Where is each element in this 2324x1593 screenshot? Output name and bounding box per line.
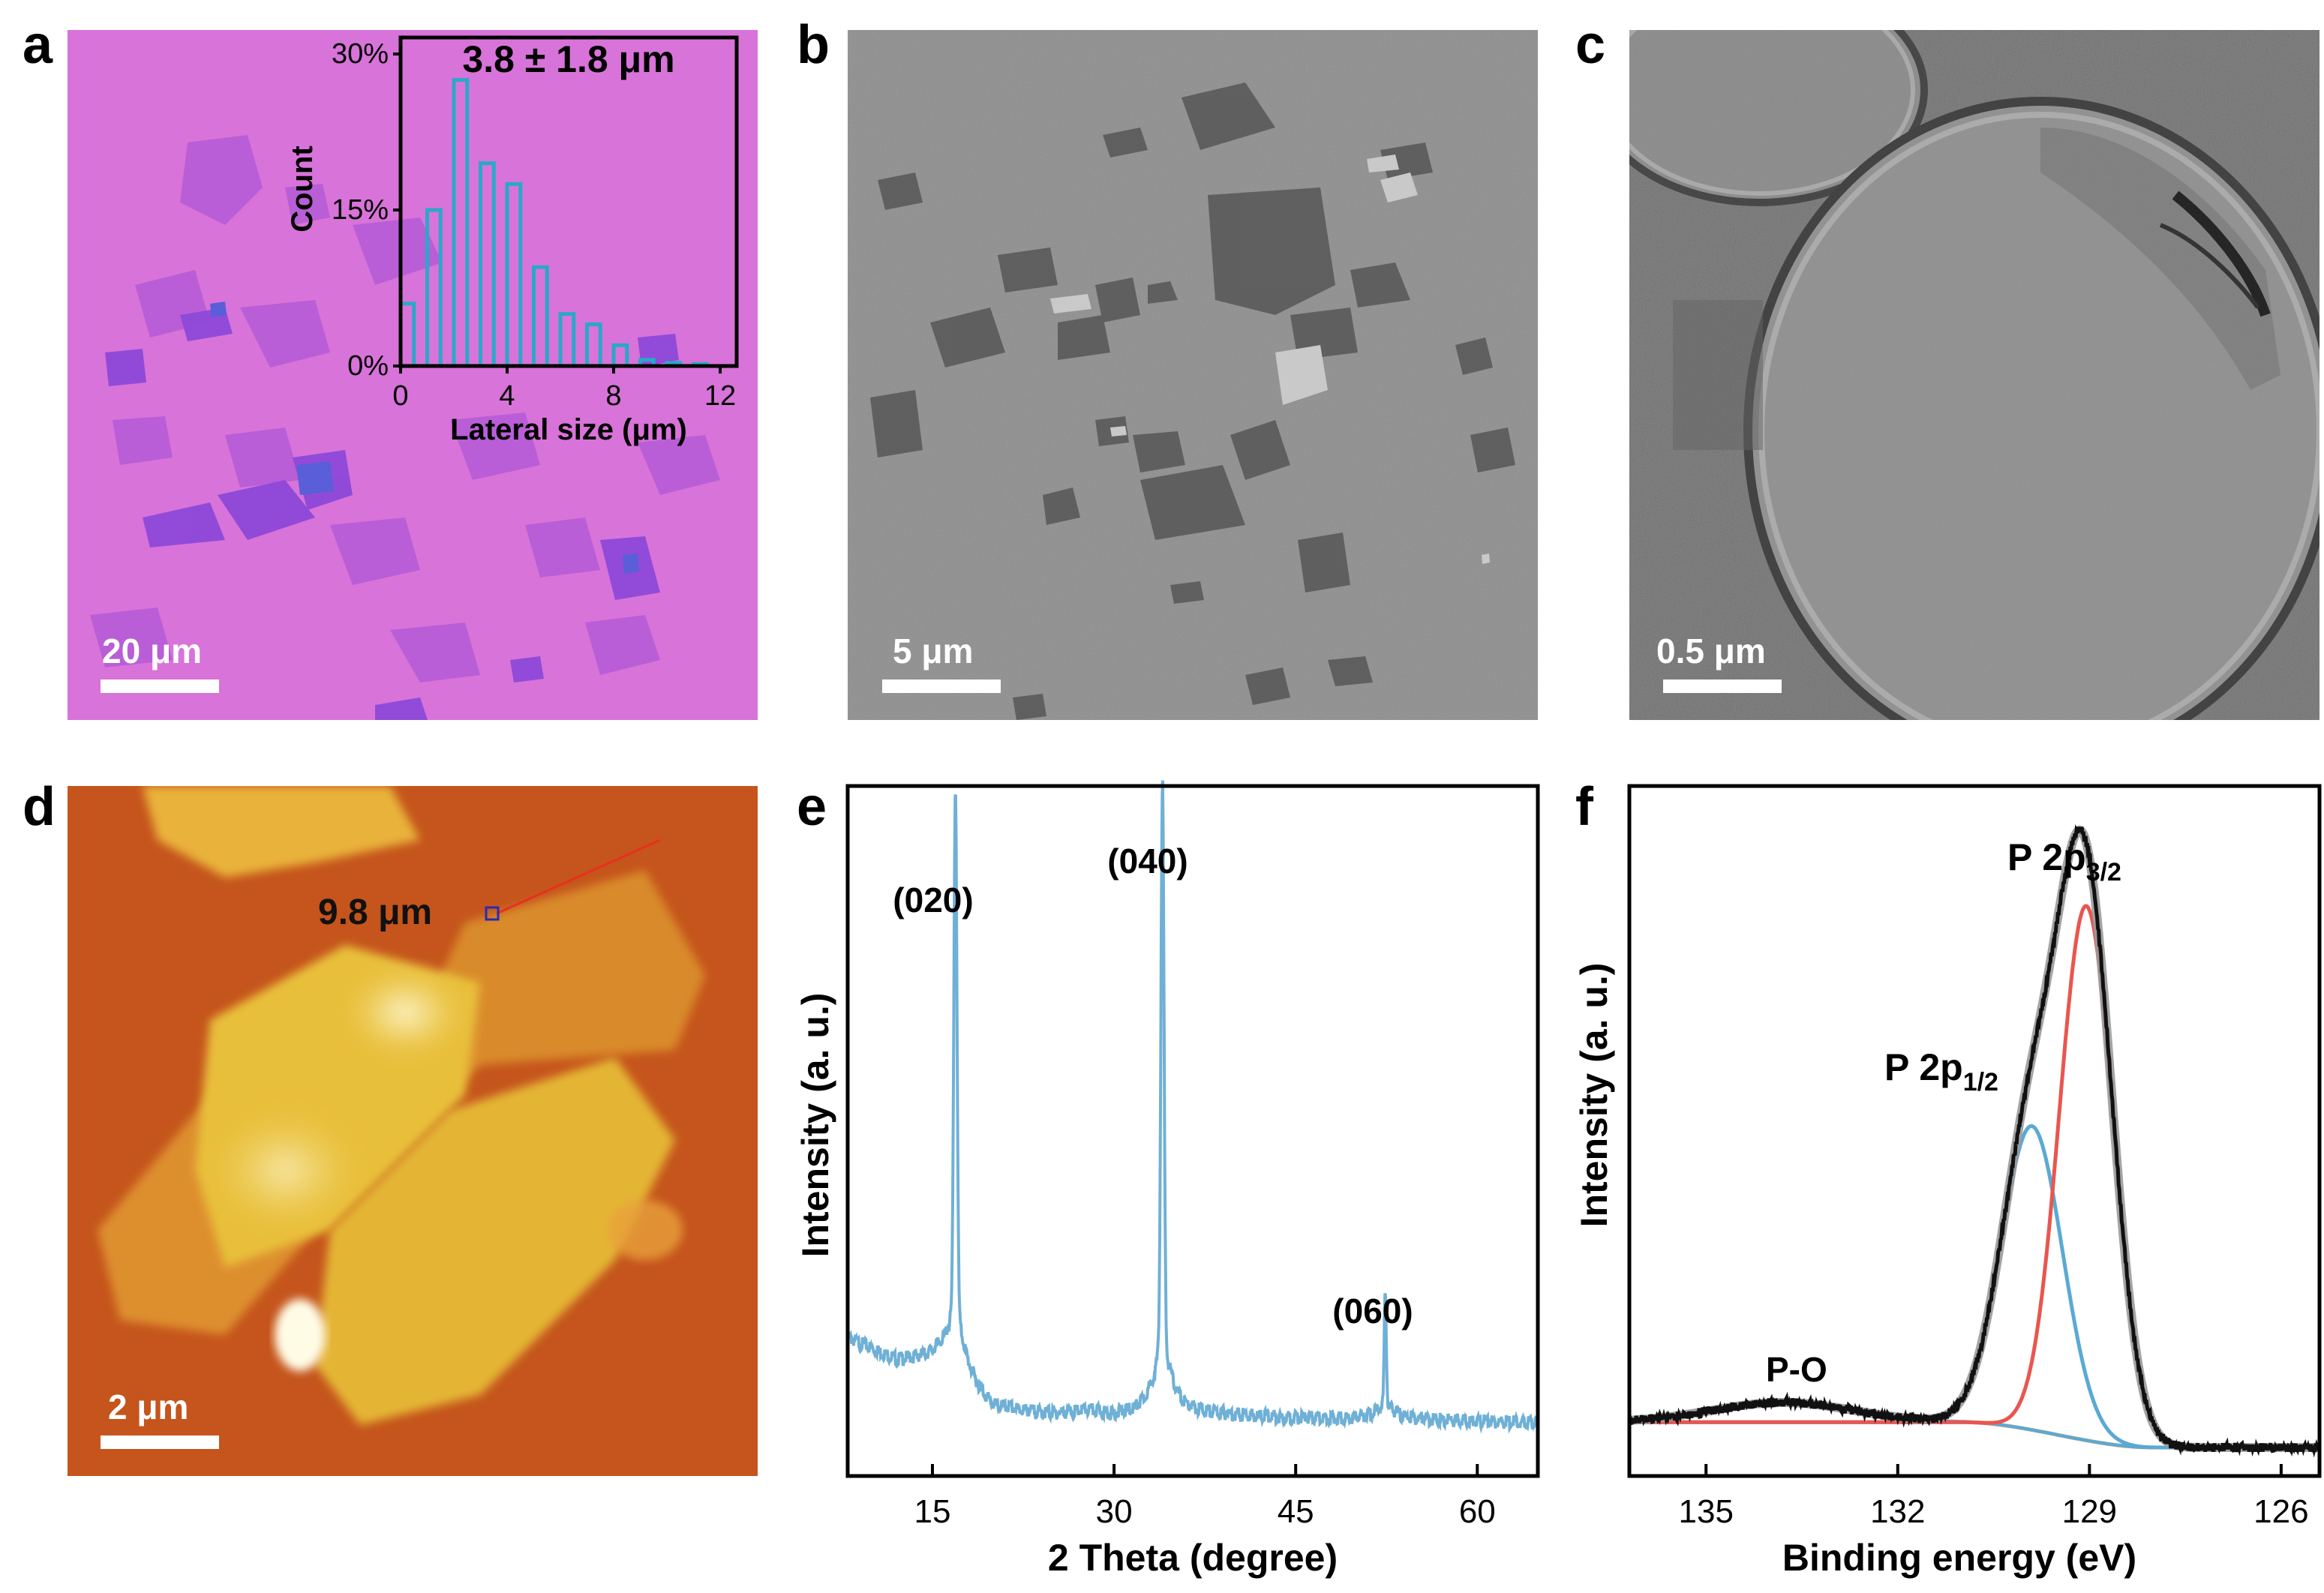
xrd-xtick-60: 60 bbox=[1459, 1493, 1496, 1530]
xrd-xlabel: 2 Theta (degree) bbox=[1048, 1537, 1338, 1579]
xps-envelope bbox=[1629, 825, 2319, 1452]
xps-raw-data bbox=[1628, 824, 2321, 1458]
xrd-series-line bbox=[846, 780, 1539, 1434]
panel-a-micrograph bbox=[68, 30, 758, 720]
panel-label-e: e bbox=[797, 777, 827, 837]
xps-p12-component bbox=[1629, 1124, 2319, 1450]
inset-xlabel: Lateral size (μm) bbox=[450, 413, 687, 446]
inset-xtick-4: 4 bbox=[499, 380, 515, 412]
xrd-xtick-15: 15 bbox=[914, 1493, 951, 1530]
panel-b-scale-bar: 5 μm bbox=[882, 632, 1001, 693]
xps-xtick-135: 135 bbox=[1679, 1493, 1734, 1530]
xrd-peak-label-020: (020) bbox=[893, 880, 973, 920]
inset-ytick-15: 15% bbox=[332, 194, 389, 226]
panel-label-d: d bbox=[23, 777, 56, 837]
inset-ytick-0: 0% bbox=[347, 350, 389, 382]
panel-label-b: b bbox=[797, 15, 830, 75]
inset-ytick-30: 30% bbox=[332, 38, 389, 70]
panel-label-c: c bbox=[1575, 15, 1605, 75]
xps-label-p12: P 2p1/2 bbox=[1884, 1046, 1998, 1096]
xrd-peak-label-060: (060) bbox=[1332, 1292, 1413, 1330]
inset-xtick-8: 8 bbox=[605, 380, 621, 412]
inset-ylabel: Count bbox=[286, 146, 319, 232]
panel-c-tem-image bbox=[1629, 30, 2319, 720]
panel-d-afm-image bbox=[68, 786, 758, 1476]
xrd-xtick-45: 45 bbox=[1278, 1493, 1314, 1530]
svg-text:5 μm: 5 μm bbox=[893, 632, 973, 670]
inset-xtick-12: 12 bbox=[704, 380, 736, 412]
xps-xtick-126: 126 bbox=[2253, 1493, 2308, 1530]
xps-label-po: P-O bbox=[1766, 1350, 1827, 1389]
svg-text:20 μm: 20 μm bbox=[102, 632, 202, 670]
inset-xtick-0: 0 bbox=[392, 380, 408, 412]
xrd-xtick-30: 30 bbox=[1096, 1493, 1133, 1530]
xps-xtick-132: 132 bbox=[1870, 1493, 1925, 1530]
xrd-ylabel: Intensity (a. u.) bbox=[794, 993, 836, 1258]
panel-e-xrd-chart: 15 30 45 60 2 Theta (degree) Intensity (… bbox=[794, 780, 1540, 1579]
svg-text:0.5 μm: 0.5 μm bbox=[1656, 632, 1766, 670]
panel-d-annotation: 9.8 μm bbox=[318, 892, 432, 932]
panel-label-f: f bbox=[1575, 777, 1594, 837]
xrd-peak-label-040: (040) bbox=[1107, 842, 1188, 880]
xps-xtick-129: 129 bbox=[2062, 1493, 2117, 1530]
xps-label-p32: P 2p3/2 bbox=[2007, 836, 2121, 886]
xps-ylabel: Intensity (a. u.) bbox=[1573, 963, 1615, 1228]
svg-text:2 μm: 2 μm bbox=[108, 1388, 188, 1426]
panel-d-scale-bar: 2 μm bbox=[101, 1388, 219, 1449]
xps-xlabel: Binding energy (eV) bbox=[1782, 1537, 2136, 1579]
panel-label-a: a bbox=[23, 15, 53, 75]
panel-b-sem-image bbox=[848, 30, 1538, 720]
panel-a-inset-histogram: 3.8 ± 1.8 μm 0% 15% 30% 0 4 8 12 Lateral… bbox=[286, 35, 739, 446]
panel-f-xps-chart: 135 132 129 126 Binding energy (eV) Inte… bbox=[1573, 784, 2322, 1579]
inset-annotation: 3.8 ± 1.8 μm bbox=[462, 38, 674, 80]
panel-a-scale-bar: 20 μm bbox=[101, 632, 219, 693]
panel-c-scale-bar: 0.5 μm bbox=[1656, 632, 1782, 693]
